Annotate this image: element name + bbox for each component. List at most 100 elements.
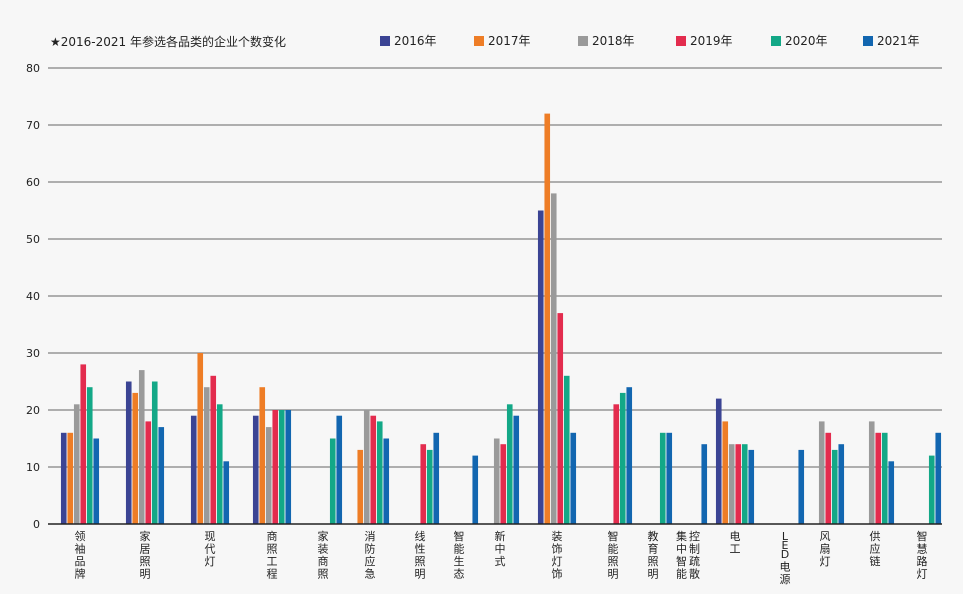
bar bbox=[666, 432, 673, 524]
y-tick-label: 20 bbox=[26, 404, 40, 417]
bar bbox=[329, 438, 336, 524]
bar bbox=[748, 449, 755, 524]
legend-label: 2018年 bbox=[592, 34, 635, 48]
bar bbox=[259, 387, 266, 524]
bar bbox=[472, 455, 479, 524]
legend-swatch bbox=[380, 36, 390, 46]
x-tick-label: 智能生态 bbox=[454, 529, 465, 581]
bar bbox=[928, 455, 935, 524]
bar bbox=[659, 432, 666, 524]
bar bbox=[278, 410, 285, 524]
bar bbox=[838, 444, 845, 524]
bar bbox=[500, 444, 507, 524]
grid bbox=[48, 67, 942, 468]
legend-swatch bbox=[863, 36, 873, 46]
y-tick-label: 10 bbox=[26, 461, 40, 474]
x-tick-label: 线性照明 bbox=[415, 529, 426, 581]
bar bbox=[151, 381, 158, 524]
bar bbox=[86, 387, 93, 524]
legend-label: 2017年 bbox=[488, 34, 531, 48]
bar bbox=[550, 193, 557, 524]
y-tick-label: 0 bbox=[33, 518, 40, 531]
bar bbox=[715, 398, 722, 524]
bar bbox=[701, 444, 708, 524]
bar bbox=[613, 404, 620, 524]
y-tick-label: 30 bbox=[26, 347, 40, 360]
bar bbox=[433, 432, 440, 524]
bar bbox=[619, 392, 626, 524]
bar bbox=[825, 432, 832, 524]
x-tick-label: 风扇灯 bbox=[820, 530, 831, 568]
chart-title: ★2016-2021 年参选各品类的企业个数变化 bbox=[50, 34, 286, 49]
bar bbox=[420, 444, 427, 524]
x-tick-label: 装饰灯饰 bbox=[552, 530, 563, 581]
bar bbox=[265, 427, 272, 524]
bar bbox=[252, 415, 259, 524]
bar bbox=[370, 415, 377, 524]
bars bbox=[60, 113, 942, 524]
bar bbox=[132, 392, 139, 524]
x-tick-label: 商照工程 bbox=[267, 529, 278, 581]
bar bbox=[285, 410, 292, 524]
bar bbox=[145, 421, 152, 524]
bar bbox=[138, 370, 145, 524]
bar bbox=[544, 113, 551, 524]
y-tick-label: 60 bbox=[26, 176, 40, 189]
bar bbox=[357, 449, 364, 524]
bar bbox=[426, 449, 433, 524]
bar bbox=[73, 404, 80, 524]
legend-swatch bbox=[578, 36, 588, 46]
y-axis-ticks: 0 10 20 30 40 50 60 70 80 bbox=[26, 62, 40, 531]
x-tick-label: 家装商照 bbox=[318, 529, 329, 581]
x-tick-label: 集中智能 bbox=[676, 529, 687, 581]
y-tick-label: 70 bbox=[26, 119, 40, 132]
bar bbox=[376, 421, 383, 524]
legend: 2016年 2017年 2018年 2019年 2020年 2021年 bbox=[380, 34, 920, 48]
bar bbox=[935, 432, 942, 524]
legend-label: 2016年 bbox=[394, 34, 437, 48]
x-tick-label: 消防应急 bbox=[365, 529, 376, 581]
bar bbox=[881, 432, 888, 524]
bar bbox=[570, 432, 577, 524]
bar bbox=[158, 427, 165, 524]
bar bbox=[203, 387, 210, 524]
y-tick-label: 40 bbox=[26, 290, 40, 303]
bar bbox=[728, 444, 735, 524]
bar bbox=[506, 404, 513, 524]
bar bbox=[818, 421, 825, 524]
legend-swatch bbox=[771, 36, 781, 46]
bar bbox=[383, 438, 390, 524]
x-tick-label: 控制疏散 bbox=[689, 529, 700, 581]
legend-label: 2021年 bbox=[877, 34, 920, 48]
bar bbox=[272, 410, 279, 524]
bar bbox=[60, 432, 67, 524]
y-tick-label: 50 bbox=[26, 233, 40, 246]
bar bbox=[626, 387, 633, 524]
bar bbox=[190, 415, 197, 524]
bar bbox=[216, 404, 223, 524]
bar bbox=[80, 364, 87, 524]
x-axis-labels: 领袖品牌 家居照明 现代灯 商照工程 家装商照 消防应急 线性照明 智能生态 新中式 装饰灯饰 智能… bbox=[75, 529, 928, 586]
bar bbox=[868, 421, 875, 524]
bar bbox=[210, 375, 217, 524]
bar bbox=[831, 449, 838, 524]
bar bbox=[493, 438, 500, 524]
x-tick-label: 家居照明 bbox=[140, 529, 151, 581]
x-tick-label: 新中式 bbox=[495, 529, 506, 568]
bar bbox=[67, 432, 74, 524]
legend-label: 2020年 bbox=[785, 34, 828, 48]
bar bbox=[557, 313, 564, 524]
bar bbox=[735, 444, 742, 524]
bar bbox=[537, 210, 544, 524]
legend-label: 2019年 bbox=[690, 34, 733, 48]
bar bbox=[197, 353, 204, 524]
x-tick-label: 智慧路灯 bbox=[917, 529, 928, 581]
bar bbox=[798, 449, 805, 524]
bar bbox=[513, 415, 520, 524]
bar bbox=[563, 375, 570, 524]
bar bbox=[223, 461, 230, 524]
legend-swatch bbox=[676, 36, 686, 46]
x-tick-label: 电工 bbox=[730, 530, 741, 556]
